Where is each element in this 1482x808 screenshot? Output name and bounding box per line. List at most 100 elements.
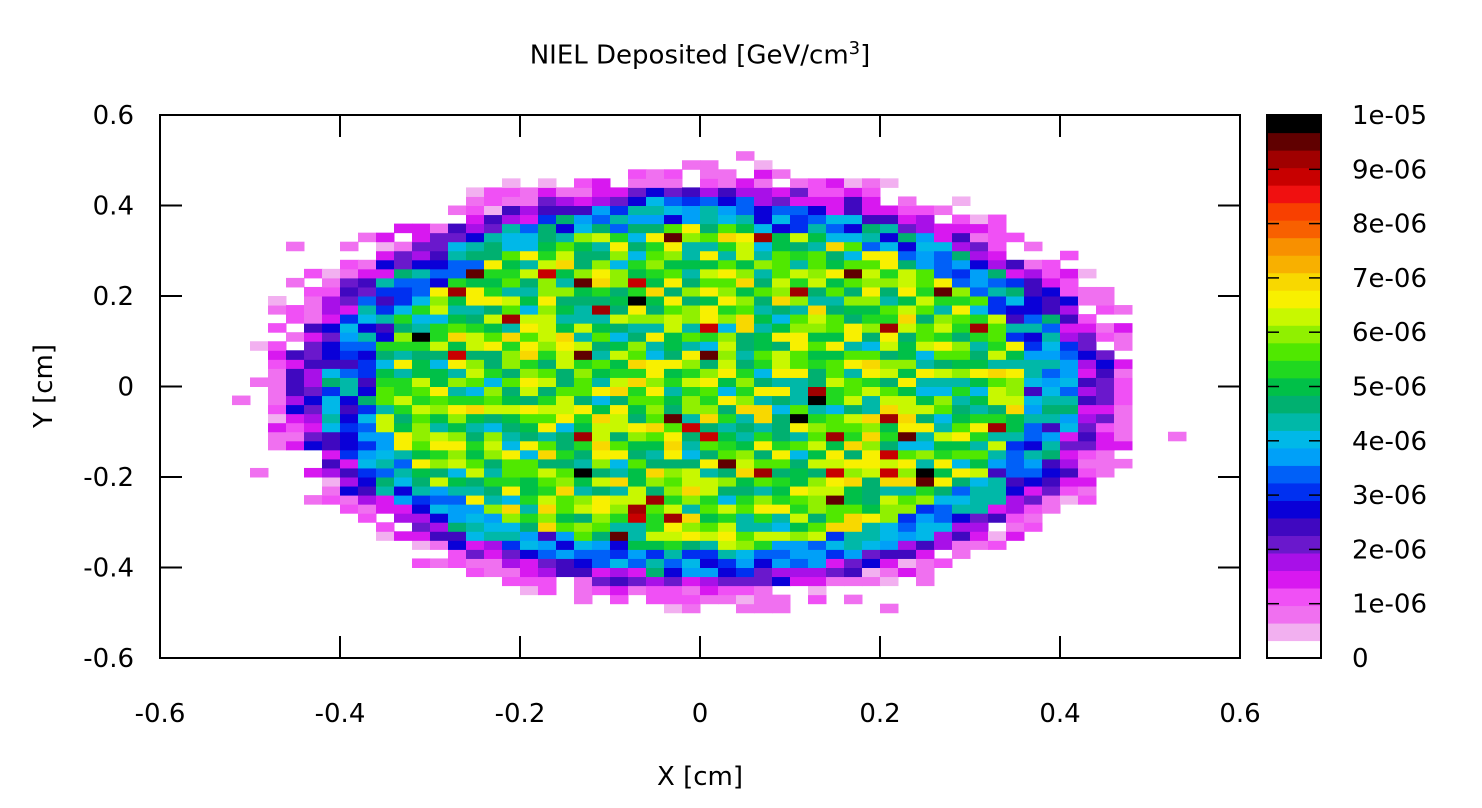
heatmap-cell xyxy=(1096,422,1115,433)
heatmap-cell xyxy=(394,332,413,342)
heatmap-cell xyxy=(844,332,863,342)
heatmap-cell xyxy=(502,296,521,306)
heatmap-cell xyxy=(790,286,809,297)
heatmap-cell xyxy=(430,477,449,487)
heatmap-cell xyxy=(682,187,701,197)
heatmap-cell xyxy=(988,277,1007,288)
heatmap-cell xyxy=(592,368,611,378)
heatmap-cell xyxy=(610,458,629,469)
heatmap-cell xyxy=(592,477,611,487)
heatmap-cell xyxy=(322,431,341,442)
heatmap-cell xyxy=(376,395,395,406)
heatmap-cell xyxy=(538,305,557,315)
heatmap-cell xyxy=(1060,386,1079,397)
heatmap-cell xyxy=(628,196,647,206)
heatmap-cell xyxy=(340,458,359,469)
heatmap-cell xyxy=(466,277,485,288)
heatmap-cell xyxy=(1096,431,1115,442)
heatmap-cell xyxy=(700,467,719,478)
heatmap-cell xyxy=(754,567,773,578)
heatmap-cell xyxy=(1096,305,1115,315)
heatmap-cell xyxy=(646,386,665,397)
heatmap-cell xyxy=(952,341,971,351)
heatmap-cell xyxy=(502,314,521,324)
heatmap-cell xyxy=(304,286,323,297)
heatmap-cell xyxy=(538,585,557,596)
heatmap-cell xyxy=(628,305,647,315)
heatmap-cell xyxy=(484,323,503,333)
heatmap-cell xyxy=(718,241,737,252)
heatmap-cell xyxy=(790,178,809,188)
heatmap-cell xyxy=(916,377,935,387)
heatmap-cell xyxy=(664,169,683,179)
heatmap-cell xyxy=(358,277,377,288)
heatmap-cell xyxy=(628,341,647,351)
heatmap-cell xyxy=(304,296,323,306)
heatmap-cell xyxy=(610,531,629,541)
heatmap-cell xyxy=(430,413,449,424)
heatmap-cell xyxy=(376,314,395,324)
heatmap-cell xyxy=(376,504,395,514)
heatmap-cell xyxy=(628,368,647,378)
heatmap-cell xyxy=(340,314,359,324)
heatmap-cell xyxy=(862,522,881,532)
heatmap-cell xyxy=(1024,241,1043,252)
heatmap-cell xyxy=(754,522,773,532)
heatmap-cell xyxy=(664,540,683,550)
heatmap-cell xyxy=(952,214,971,225)
heatmap-cell xyxy=(394,277,413,288)
heatmap-cell xyxy=(790,395,809,406)
heatmap-cell xyxy=(880,486,899,496)
heatmap-cell xyxy=(916,359,935,369)
heatmap-cell xyxy=(592,522,611,532)
heatmap-cell xyxy=(1024,268,1043,279)
heatmap-cell xyxy=(484,404,503,415)
heatmap-cell xyxy=(988,467,1007,478)
heatmap-cell xyxy=(358,386,377,397)
heatmap-cell xyxy=(916,413,935,424)
heatmap-cell xyxy=(574,576,593,587)
heatmap-cell xyxy=(808,440,827,451)
heatmap-cell xyxy=(484,422,503,433)
heatmap-cell xyxy=(790,377,809,387)
heatmap-cell xyxy=(394,531,413,541)
heatmap-cell xyxy=(376,368,395,378)
heatmap-cell xyxy=(952,486,971,496)
heatmap-cell xyxy=(916,576,935,587)
heatmap-cell xyxy=(754,169,773,179)
heatmap-cell xyxy=(538,504,557,514)
heatmap-cell xyxy=(556,431,575,442)
heatmap-cell xyxy=(394,422,413,433)
heatmap-cell xyxy=(466,250,485,261)
heatmap-cell xyxy=(1006,467,1025,478)
heatmap-cell xyxy=(304,467,323,478)
heatmap-cell xyxy=(790,504,809,514)
heatmap-cell xyxy=(682,603,701,614)
heatmap-cell xyxy=(520,277,539,288)
heatmap-cell xyxy=(682,431,701,442)
x-tick-label: 0 xyxy=(692,699,709,729)
heatmap-cell xyxy=(664,178,683,188)
heatmap-cell xyxy=(1006,531,1025,541)
colorbar-band xyxy=(1267,500,1321,519)
heatmap-cell xyxy=(700,232,719,243)
heatmap-cell xyxy=(592,187,611,197)
heatmap-cell xyxy=(718,332,737,342)
heatmap-cell xyxy=(394,377,413,387)
heatmap-cell xyxy=(448,458,467,469)
heatmap-cell xyxy=(700,314,719,324)
heatmap-cell xyxy=(430,377,449,387)
heatmap-cell xyxy=(610,522,629,532)
heatmap-cell xyxy=(772,377,791,387)
heatmap-cell xyxy=(358,232,377,243)
heatmap-cell xyxy=(520,214,539,225)
heatmap-cell xyxy=(736,522,755,532)
heatmap-cell xyxy=(1078,314,1097,324)
heatmap-cell xyxy=(898,286,917,297)
heatmap-cell xyxy=(394,268,413,279)
heatmap-cell xyxy=(718,259,737,270)
heatmap-cell xyxy=(556,196,575,206)
heatmap-cell xyxy=(628,386,647,397)
heatmap-cell xyxy=(520,522,539,532)
heatmap-cell xyxy=(844,241,863,252)
